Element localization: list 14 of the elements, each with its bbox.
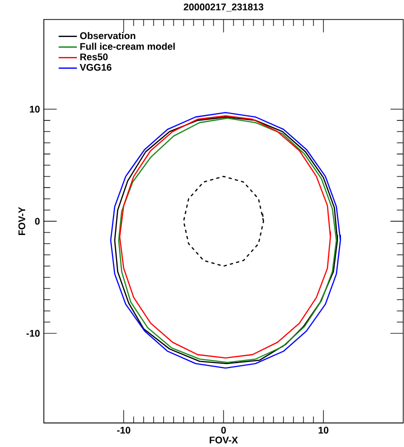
x-tick-label: 0: [221, 426, 226, 434]
x-tick-label: 10: [318, 426, 329, 434]
line-series: [183, 176, 264, 267]
y-tick-label: -10: [26, 330, 40, 337]
x-axis-title: FOV-X: [210, 436, 238, 444]
legend-label: VGG16: [80, 64, 112, 71]
legend-label: Observation: [80, 32, 136, 40]
y-axis-title: FOV-Y: [18, 206, 26, 236]
legend-label: Res50: [80, 53, 108, 60]
x-tick-label: -10: [117, 426, 130, 434]
y-tick-label: 0: [35, 218, 40, 225]
chart-title: 20000217_231813: [184, 4, 264, 12]
y-tick-label: 10: [30, 106, 40, 113]
legend-label: Full ice-cream model: [80, 42, 175, 50]
